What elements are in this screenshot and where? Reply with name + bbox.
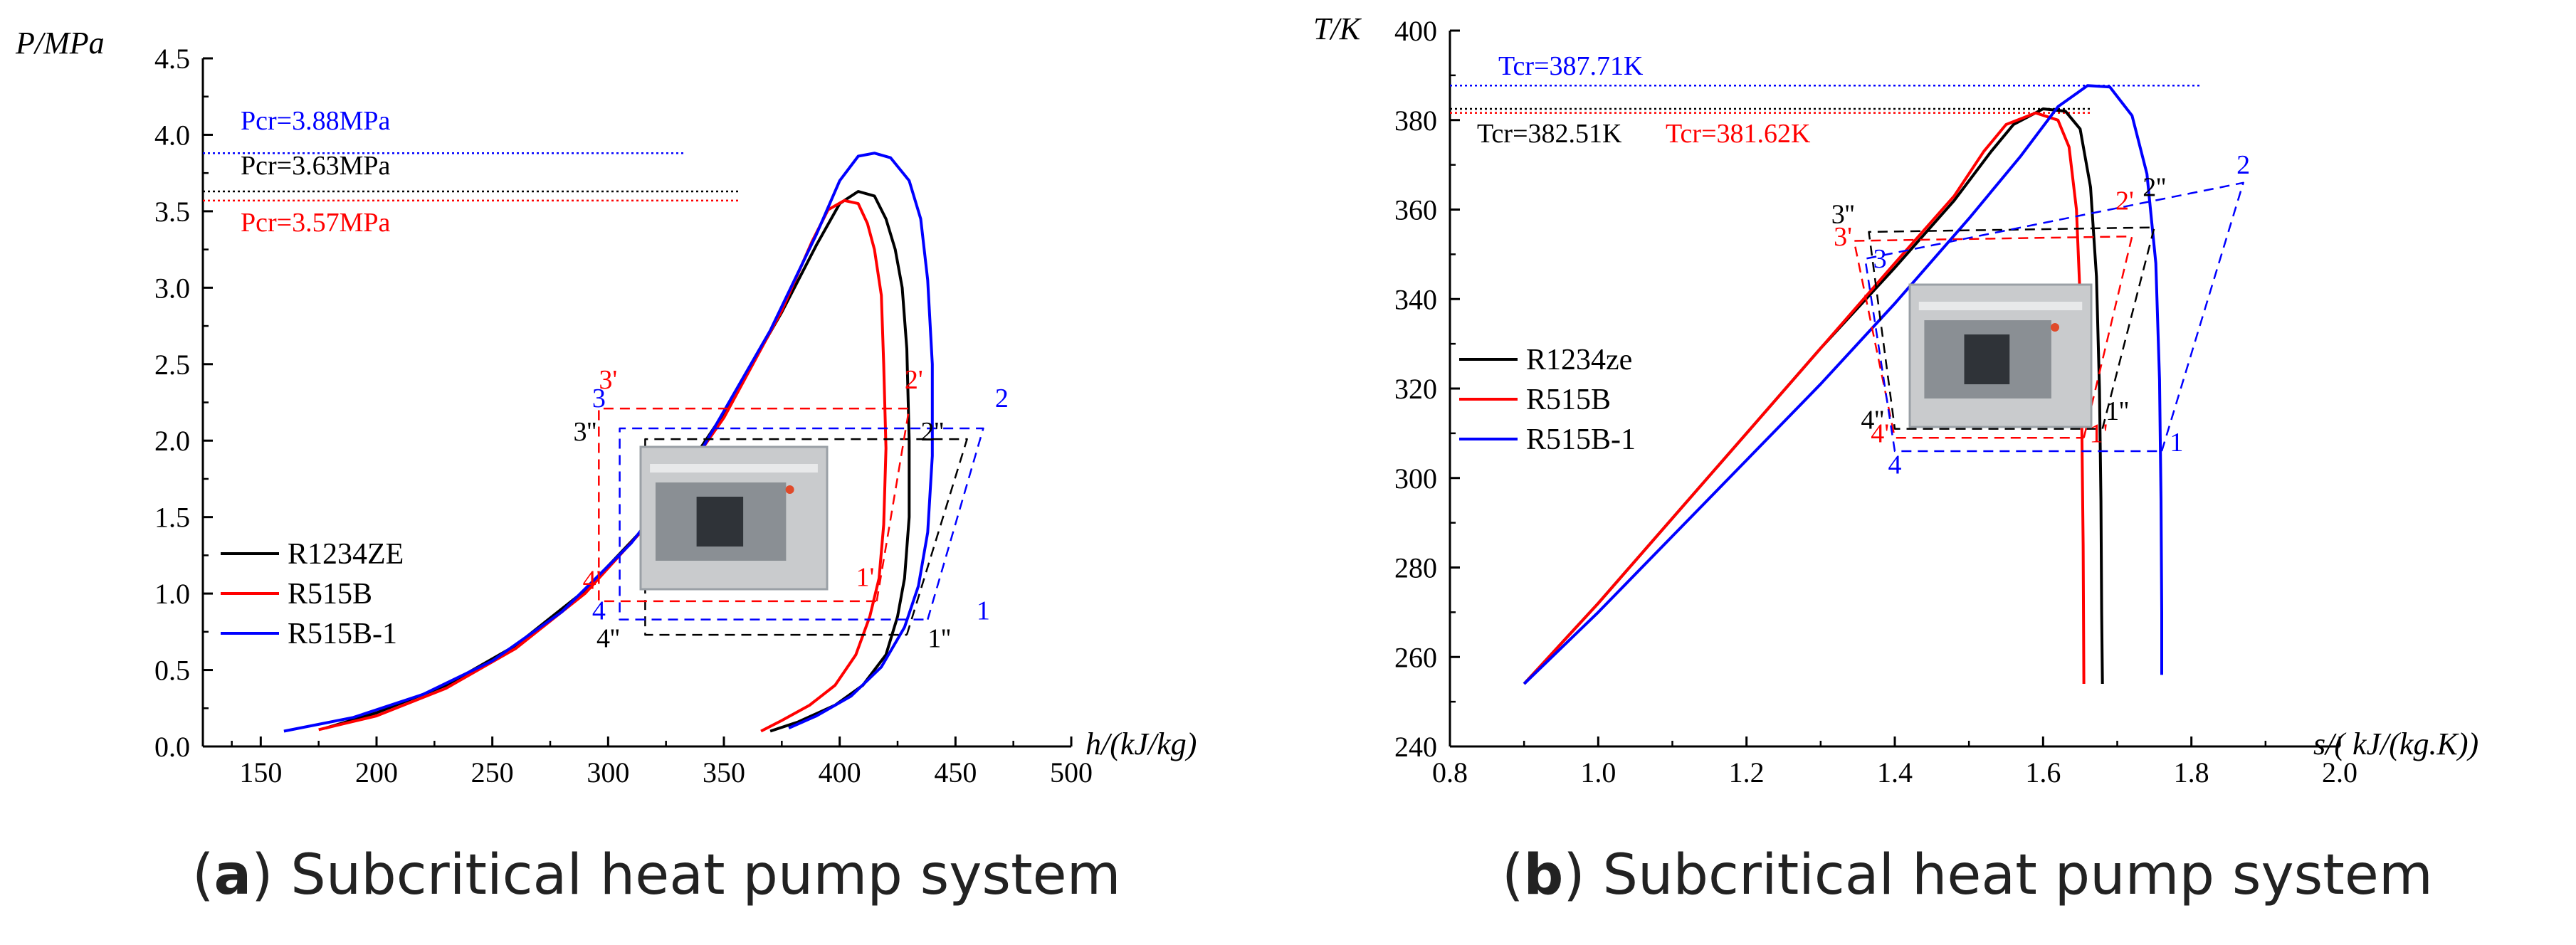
panel-b-state-point-label: 1'' — [2106, 396, 2129, 426]
panel-b-series-r515b-1 — [1523, 84, 2163, 685]
panel-b-legend-label-red: R515B — [1526, 384, 1611, 416]
panel-a-y-tick-label: 0.0 — [154, 731, 190, 763]
panel-a-legend-label-black: R1234ZE — [288, 538, 404, 571]
panel-b-y-tick-label: 260 — [1394, 641, 1437, 673]
panel-b-state-point-label: 1' — [2090, 418, 2108, 448]
panel-b-y-tick-label: 400 — [1394, 15, 1437, 47]
panel-a-y-tick-label: 0.5 — [154, 655, 190, 687]
panel-a-x-tick-label: 200 — [355, 756, 398, 788]
panel-b-critical-label-blue: Tcr=387.71K — [1498, 51, 1644, 81]
panel-b-x-tick-label: 1.4 — [1877, 756, 1913, 788]
panel-b-x-tick-label: 0.8 — [1432, 756, 1468, 788]
panel-a-y-tick-label: 1.5 — [154, 502, 190, 534]
panel-a-x-tick-label: 500 — [1050, 756, 1093, 788]
panel-b-y-tick-label: 380 — [1394, 105, 1437, 137]
panel-b-state-point-label: 2' — [2115, 186, 2134, 216]
panel-a-critical-label-red: Pcr=3.57MPa — [241, 208, 391, 238]
panel-b-y-tick-label: 360 — [1394, 194, 1437, 226]
panel-a-state-point-label: 4 — [592, 596, 606, 626]
panel-b-y-tick-label: 240 — [1394, 731, 1437, 763]
panel-b-photo-rail — [1918, 302, 2083, 310]
panel-a-x-axis-label: h/(kJ/kg) — [1085, 727, 1197, 761]
panel-b-critical-label-red: Tcr=381.62K — [1666, 119, 1811, 149]
panel-a-y-tick-label: 1.0 — [154, 578, 190, 610]
panel-b-x-tick-label: 1.0 — [1580, 756, 1616, 788]
caption-b: (b) Subcritical heat pump system — [1502, 843, 2433, 907]
panel-a-photo-rail — [650, 464, 818, 472]
panel-a-state-point-label: 3' — [599, 365, 617, 395]
panel-a-y-tick-label: 4.5 — [154, 43, 190, 75]
panel-a-state-point-label: 1 — [977, 596, 990, 626]
panel-b-series-cycle-r515b — [1853, 235, 2133, 439]
panel-a-state-point-label: 4' — [583, 566, 601, 596]
panel-b-state-point-label: 2 — [2236, 150, 2250, 180]
panel-b-photo-valve — [2051, 323, 2059, 332]
panel-a-photo-compressor — [696, 497, 744, 547]
panel-a-state-point-label: 2'' — [920, 417, 944, 447]
panel-a-x-tick-label: 450 — [934, 756, 977, 788]
panel-b-state-point-label: 3' — [1834, 222, 1852, 252]
panel-a-y-axis-label: P/MPa — [15, 26, 105, 60]
panel-b-x-tick-label: 1.6 — [2025, 756, 2061, 788]
panel-b-y-tick-label: 280 — [1394, 552, 1437, 584]
panel-a-x-tick-label: 150 — [239, 756, 282, 788]
panel-a-state-point-label: 3 — [592, 384, 606, 413]
panel-a-x-tick-label: 300 — [587, 756, 629, 788]
caption-b-letter: b — [1523, 843, 1564, 907]
panel-a-x-tick-label: 350 — [703, 756, 745, 788]
panel-b-y-tick-label: 300 — [1394, 463, 1437, 495]
panel-b-state-point-label: 3'' — [1831, 199, 1855, 229]
panel-a-critical-label-blue: Pcr=3.88MPa — [241, 106, 391, 136]
panel-a-legend-label-red: R515B — [288, 578, 372, 611]
panel-b-state-point-label: 1 — [2170, 428, 2183, 458]
caption-a-letter: a — [214, 843, 252, 907]
panel-b-series-cycle-r515b-1 — [1864, 181, 2244, 453]
panel-a-y-tick-label: 2.5 — [154, 349, 190, 381]
panel-b-series-cycle-r1234ze — [1868, 226, 2155, 430]
panel-b-state-point-label: 4' — [1871, 418, 1889, 448]
panel-a-state-point-label: 1' — [856, 562, 875, 592]
panel-b-y-axis-label: T/K — [1313, 11, 1362, 46]
panel-b-y-tick-label: 340 — [1394, 283, 1437, 315]
panel-a-x-tick-label: 400 — [819, 756, 861, 788]
panel-b-x-tick-label: 1.8 — [2174, 756, 2209, 788]
panel-b-x-axis-label: s/( kJ/(kg.K)) — [2313, 727, 2478, 761]
panel-a-series-r515b-1 — [283, 152, 934, 733]
panel-b-legend-label-black: R1234ze — [1526, 344, 1632, 376]
panel-a-y-tick-label: 3.5 — [154, 196, 190, 228]
caption-a: (a) Subcritical heat pump system — [192, 843, 1121, 907]
caption-b-text: Subcritical heat pump system — [1584, 843, 2433, 907]
panel-a-series-cycle-r1234ze — [644, 438, 968, 636]
panel-a-y-tick-label: 2.0 — [154, 425, 190, 457]
panel-b-legend-label-blue: R515B-1 — [1526, 423, 1636, 456]
panel-a-state-point-label: 2' — [905, 365, 923, 395]
panel-b-photo-compressor — [1964, 334, 2010, 384]
panel-a-photo-valve — [785, 485, 794, 494]
panel-a-legend-label-blue: R515B-1 — [288, 618, 397, 650]
panel-b-x-tick-label: 1.2 — [1729, 756, 1765, 788]
panel-b-state-point-label: 4'' — [1861, 406, 1884, 435]
panel-b-x-tick-label: 2.0 — [2322, 756, 2357, 788]
panel-a-y-tick-label: 4.0 — [154, 119, 190, 151]
panel-b-y-tick-label: 320 — [1394, 373, 1437, 405]
panel-b-state-point-label: 2'' — [2143, 173, 2166, 203]
panel-a-y-tick-label: 3.0 — [154, 272, 190, 304]
caption-a-text: Subcritical heat pump system — [273, 843, 1121, 907]
panel-b-state-point-label: 4 — [1888, 450, 1902, 480]
panel-b-state-point-label: 3 — [1873, 244, 1887, 274]
panel-a-state-point-label: 4'' — [596, 623, 620, 653]
panel-b-critical-label-black: Tcr=382.51K — [1477, 119, 1622, 149]
panel-a-series-r515b — [318, 199, 888, 733]
panel-a-series-cycle-r515b — [598, 407, 910, 603]
panel-a-series-cycle-r515b-1 — [619, 427, 984, 621]
panel-a-state-point-label: 1'' — [927, 623, 951, 653]
panel-a-state-point-label: 2 — [995, 384, 1009, 413]
panel-a-state-point-label: 3'' — [573, 417, 596, 447]
panel-a-critical-label-black: Pcr=3.63MPa — [241, 151, 391, 181]
panel-a-x-tick-label: 250 — [471, 756, 514, 788]
